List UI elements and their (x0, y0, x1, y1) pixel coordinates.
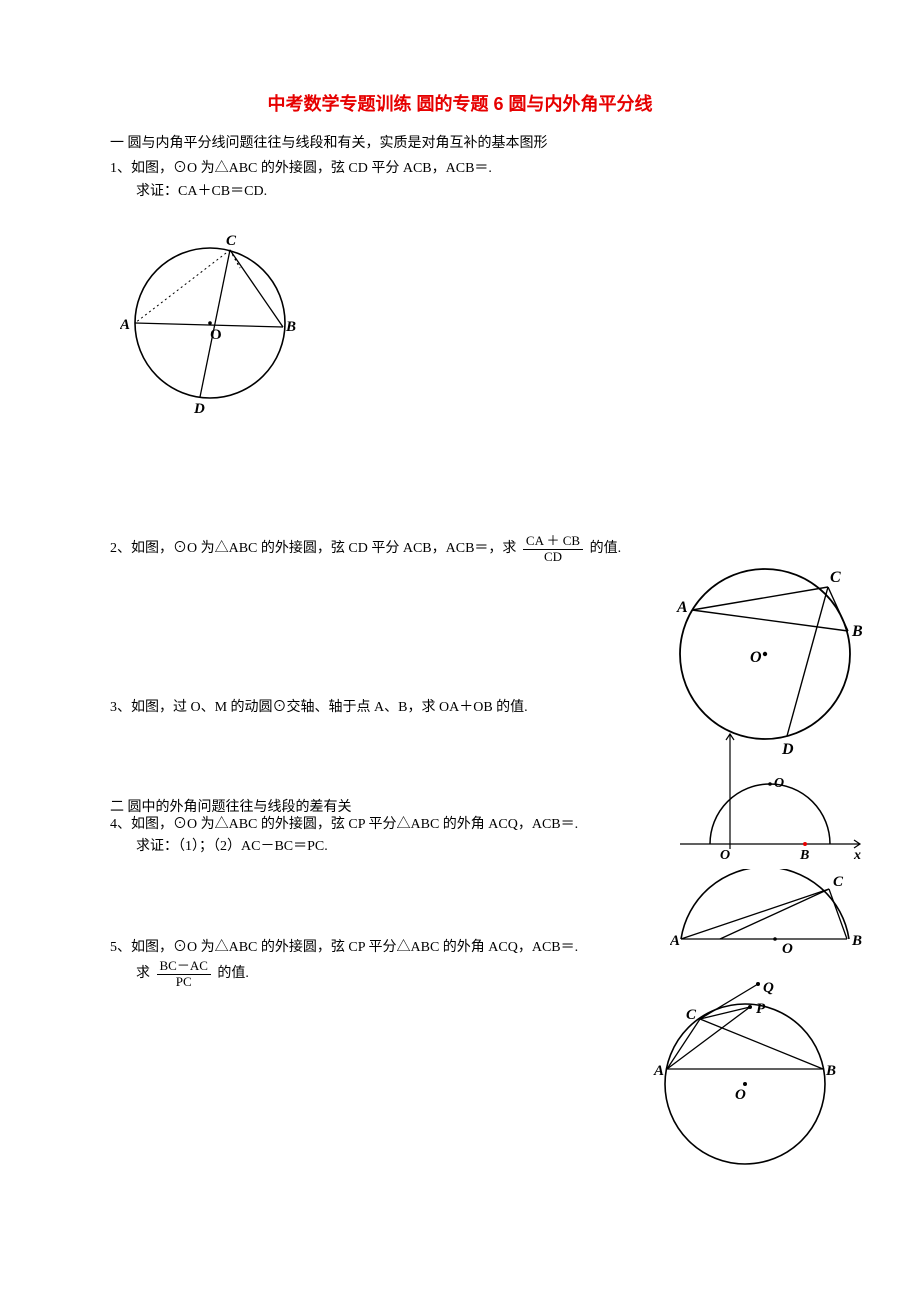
page-title: 中考数学专题训练 圆的专题 6 圆与内外角平分线 (110, 90, 810, 119)
figure-3-arc (710, 784, 830, 844)
chord-cb (700, 1019, 823, 1069)
label-o: O (782, 941, 793, 957)
label-o: O (210, 327, 222, 343)
point-p-dot (748, 1005, 752, 1009)
frac-num: CA ＋ CB (523, 534, 583, 549)
figure-3-labels: O O B x (720, 776, 861, 863)
label-a: A (653, 1063, 664, 1079)
label-c: C (833, 874, 844, 890)
label-b: B (285, 319, 296, 335)
chord-cb (230, 250, 283, 327)
problem-2-prefix: 2、如图，⊙O 为△ABC 的外接圆，弦 CD 平分 ACB，ACB＝，求 (110, 541, 516, 556)
point-b-dot (803, 842, 807, 846)
figure-5: A B C P Q O (650, 979, 850, 1179)
center-dot (768, 782, 772, 786)
label-a: A (120, 317, 130, 333)
chord-ca-dashed (135, 250, 230, 323)
chord-cb (829, 889, 847, 939)
label-b: B (799, 848, 809, 863)
problem-5-line-1: 5、如图，⊙O 为△ABC 的外接圆，弦 CP 平分△ABC 的外角 ACQ，A… (110, 937, 578, 959)
label-x: x (853, 848, 861, 863)
problem-4-line-1: 4、如图，⊙O 为△ABC 的外接圆，弦 CP 平分△ABC 的外角 ACQ，A… (110, 814, 578, 836)
figure-1: A B C D O (120, 223, 810, 423)
figure-4: A B C O (670, 869, 880, 969)
frac-den: PC (157, 975, 211, 989)
chord-ac (667, 1019, 700, 1069)
figure-4-svg: A B C O (670, 869, 880, 969)
problem-2-fraction: CA ＋ CB CD (523, 534, 583, 564)
ray-cq (700, 984, 758, 1019)
chord-extra (720, 889, 829, 939)
point-q-dot (756, 982, 760, 986)
problem-5: 5、如图，⊙O 为△ABC 的外接圆，弦 CP 平分△ABC 的外角 ACQ，A… (110, 937, 578, 989)
problem-5-line-2: 求 BC－AC PC 的值. (110, 959, 578, 989)
label-b: B (825, 1063, 836, 1079)
problem-5-prefix: 求 (136, 966, 150, 981)
figure-3-svg: O O B x (670, 729, 870, 869)
chord-ac (692, 587, 828, 610)
chord-cb (828, 587, 848, 631)
frac-den: CD (523, 550, 583, 564)
label-o-origin: O (720, 848, 730, 863)
problem-1: 1、如图，⊙O 为△ABC 的外接圆，弦 CD 平分 ACB，ACB＝. 求证：… (110, 158, 810, 423)
chord-cd (787, 587, 828, 736)
figure-3: O O B x (670, 729, 870, 869)
label-p: P (756, 1001, 766, 1017)
label-a: A (676, 599, 688, 616)
label-b: B (851, 623, 863, 640)
label-o: O (735, 1087, 746, 1103)
center-dot (208, 321, 212, 325)
center-dot (773, 937, 777, 941)
problem-4: 4、如图，⊙O 为△ABC 的外接圆，弦 CP 平分△ABC 的外角 ACQ，A… (110, 814, 578, 859)
problem-3: 3、如图，过 O、M 的动圆⊙交轴、轴于点 A、B，求 OA＋OB 的值. (110, 697, 528, 719)
label-c: C (686, 1007, 697, 1023)
label-o-center: O (774, 776, 784, 791)
figure-5-svg: A B C P Q O (650, 979, 850, 1179)
center-dot (763, 652, 767, 656)
figure-4-arc (681, 869, 849, 939)
label-b: B (851, 933, 862, 949)
problem-3-text: 3、如图，过 O、M 的动圆⊙交轴、轴于点 A、B，求 OA＋OB 的值. (110, 700, 528, 715)
figure-4-labels: A B C O (670, 874, 862, 957)
problem-5-suffix: 的值. (217, 966, 249, 981)
frac-num: BC－AC (157, 959, 211, 974)
section-1-heading: 一 圆与内角平分线问题往往与线段和有关，实质是对角互补的基本图形 (110, 133, 810, 155)
label-d: D (193, 401, 205, 417)
figure-1-svg: A B C D O (120, 223, 320, 423)
label-c: C (226, 233, 237, 249)
problem-2-suffix: 的值. (590, 541, 622, 556)
center-dot (743, 1082, 747, 1086)
chord-cd (200, 250, 230, 397)
chord-ab (692, 610, 848, 631)
label-o: O (750, 649, 762, 666)
label-a: A (670, 933, 680, 949)
chord-ac (681, 889, 829, 939)
label-c: C (830, 569, 841, 586)
problem-5-fraction: BC－AC PC (157, 959, 211, 989)
problem-1-line-1: 1、如图，⊙O 为△ABC 的外接圆，弦 CD 平分 ACB，ACB＝. (110, 158, 810, 180)
problem-1-line-2: 求证：CA＋CB＝CD. (110, 181, 810, 203)
label-q: Q (763, 980, 774, 996)
problem-4-line-2: 求证：（1）；（2）AC－BC＝PC. (110, 836, 578, 858)
